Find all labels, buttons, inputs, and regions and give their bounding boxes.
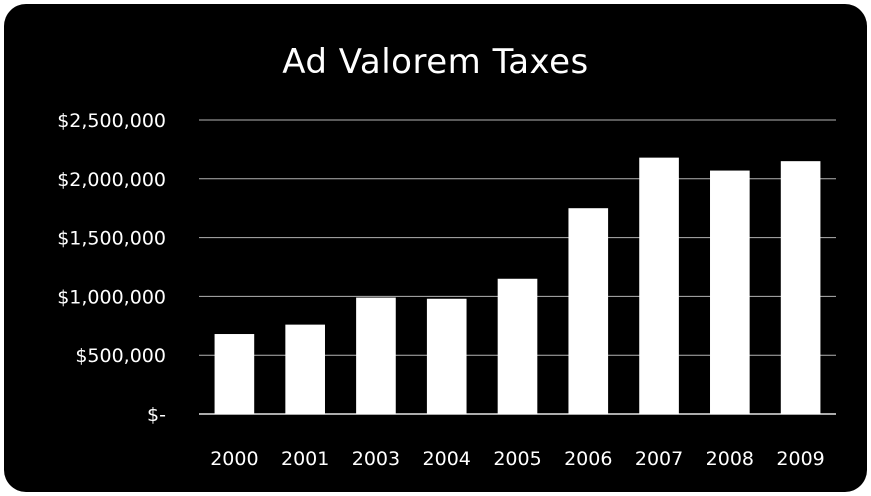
x-axis-category-labels: 2000 2001 2003 2004 2005 2006 2007 2008 2009: [210, 448, 825, 470]
bar-2007: [639, 157, 679, 414]
x-tick-label-2005: 2005: [493, 448, 541, 470]
y-tick-label: $-: [147, 404, 166, 426]
chart-title: Ad Valorem Taxes: [282, 42, 589, 82]
x-tick-label-2008: 2008: [706, 448, 754, 470]
x-tick-label-2009: 2009: [776, 448, 824, 470]
x-tick-label-2004: 2004: [423, 448, 471, 470]
bar-chart: $- $500,000 $1,000,000 $1,500,000 $2,000,000…: [57, 110, 836, 470]
bar-2006: [568, 208, 609, 414]
x-tick-label-2006: 2006: [564, 448, 612, 470]
x-tick-label-2007: 2007: [635, 448, 683, 470]
x-tick-label-2000: 2000: [210, 448, 258, 470]
y-tick-label: $1,000,000: [57, 286, 166, 308]
y-axis-tick-labels: $- $500,000 $1,000,000 $1,500,000 $2,000,000…: [57, 110, 166, 426]
x-tick-label-2001: 2001: [281, 448, 329, 470]
bar-2003: [356, 297, 396, 414]
bar-2005: [497, 278, 538, 414]
chart-container: Ad Valorem Taxes $- $500,000 $1,000,000 $1,…: [4, 4, 867, 492]
y-tick-label: $1,500,000: [57, 228, 166, 250]
x-tick-label-2003: 2003: [352, 448, 400, 470]
y-tick-label: $500,000: [75, 345, 166, 367]
bar-2000: [214, 334, 255, 414]
y-tick-label: $2,000,000: [57, 169, 166, 191]
bar-2004: [426, 298, 467, 414]
bars: [214, 157, 821, 414]
bar-2001: [285, 324, 325, 414]
bar-2008: [710, 170, 750, 414]
bar-2009: [780, 161, 821, 414]
y-tick-label: $2,500,000: [57, 110, 166, 132]
